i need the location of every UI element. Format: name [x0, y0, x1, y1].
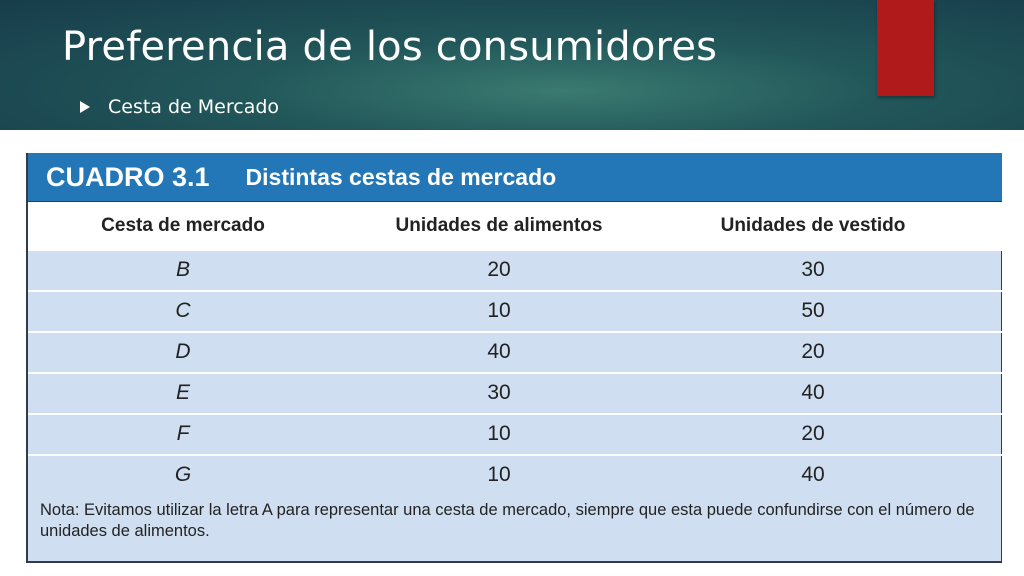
- column-header: Cesta de mercado: [101, 215, 265, 236]
- column-header: Unidades de alimentos: [395, 215, 603, 236]
- table-cell: 10: [487, 299, 511, 322]
- table-cell: 20: [487, 258, 511, 281]
- table-row: E 30 40: [28, 372, 1002, 412]
- table-cell: 10: [487, 422, 511, 445]
- table-cell: 30: [487, 381, 511, 404]
- table-cell: 50: [801, 299, 825, 322]
- table-cell: 20: [801, 422, 825, 445]
- table-label: CUADRO 3.1: [46, 161, 210, 192]
- table-cell: D: [175, 340, 191, 363]
- table-cell: B: [175, 258, 190, 281]
- table-cell: C: [175, 299, 191, 322]
- table-row: D 40 20: [28, 331, 1002, 371]
- red-accent-tab: [877, 0, 934, 96]
- table-header-bar: CUADRO 3.1 Distintas cestas de mercado: [28, 153, 1002, 201]
- bullet-arrow-icon: [80, 101, 90, 113]
- table-cell: E: [175, 381, 190, 404]
- table-cell: 40: [801, 463, 825, 486]
- table-title: Distintas cestas de mercado: [245, 163, 557, 190]
- table-row: F 10 20: [28, 413, 1002, 453]
- bullet-text: Cesta de Mercado: [108, 96, 280, 118]
- table-cell: G: [174, 463, 192, 486]
- table-cell: 40: [487, 340, 511, 363]
- table-row: B 20 30: [28, 249, 1002, 289]
- table-cell: 20: [801, 340, 825, 363]
- table-cell: 40: [801, 381, 825, 404]
- slide-title: Preferencia de los consumidores: [62, 24, 718, 70]
- column-header-row: Cesta de mercado Unidades de alimentos U…: [28, 201, 1002, 249]
- slide-header: Preferencia de los consumidores Cesta de…: [0, 0, 1024, 130]
- table-note: Nota: Evitamos utilizar la letra A para …: [40, 501, 975, 540]
- column-header: Unidades de vestido: [720, 215, 906, 236]
- bullet-item: Cesta de Mercado: [80, 96, 279, 118]
- table-cell: 30: [801, 258, 825, 281]
- table-row: G 10 40: [28, 454, 1002, 494]
- market-basket-table: CUADRO 3.1 Distintas cestas de mercado C…: [26, 153, 1002, 563]
- table-cell: F: [176, 422, 190, 445]
- table-cell: 10: [487, 463, 511, 486]
- table-row: C 10 50: [28, 290, 1002, 330]
